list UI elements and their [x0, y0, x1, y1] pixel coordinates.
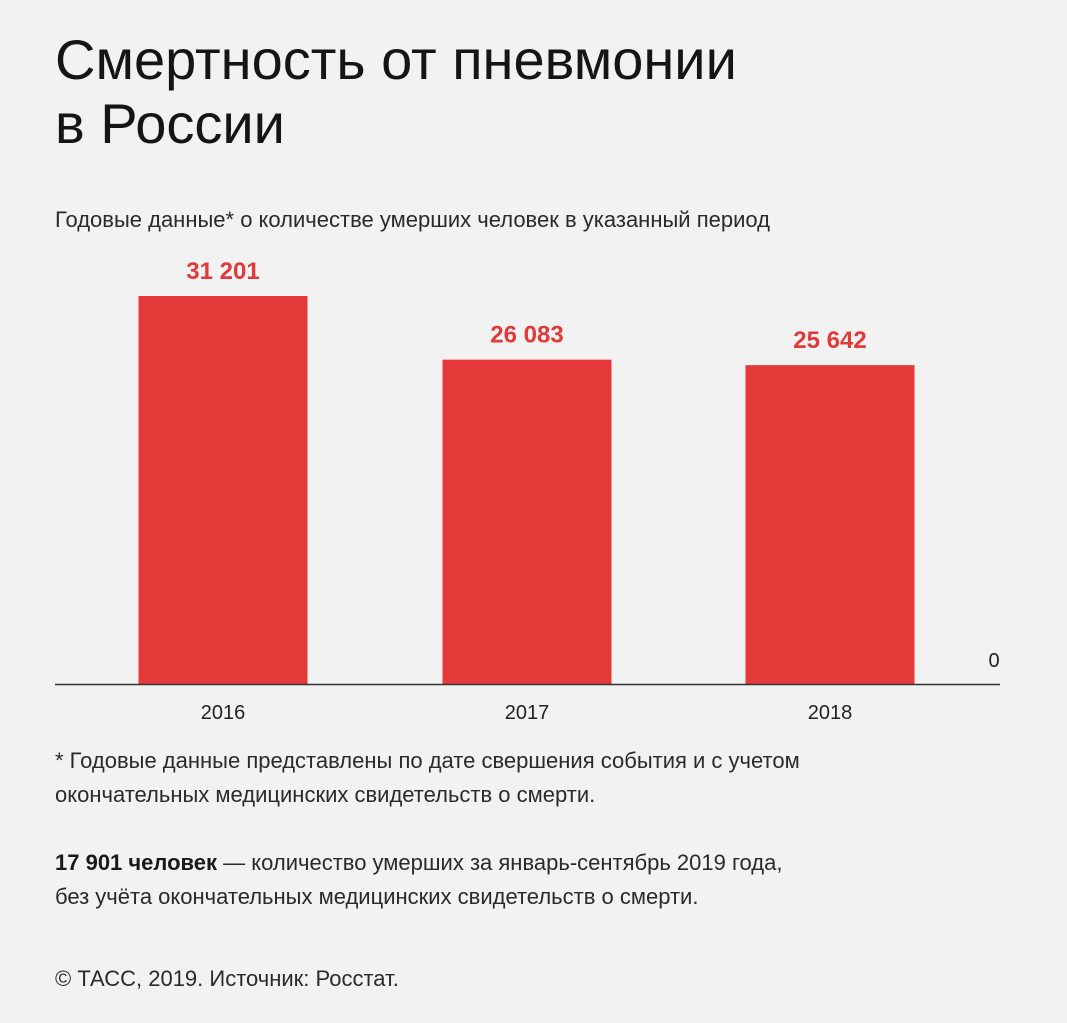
summary-note-line-1: 17 901 человек — количество умерших за я… — [55, 846, 1015, 880]
title-line-1: Смертность от пневмонии — [55, 28, 737, 91]
value-label-2017: 26 083 — [490, 322, 563, 349]
bar-2017 — [442, 359, 612, 684]
footnote-line-1: * Годовые данные представлены по дате св… — [55, 748, 800, 773]
summary-note-line-2: без учёта окончательных медицинских свид… — [55, 884, 699, 909]
summary-note-highlight: 17 901 человек — [55, 850, 218, 875]
page-title: Смертность от пневмонии в России — [55, 28, 1005, 156]
y-baseline-label: 0 — [988, 650, 999, 672]
footnote: * Годовые данные представлены по дате св… — [55, 744, 1015, 812]
bar-2018 — [745, 365, 915, 684]
summary-note-text: — количество умерших за январь-сентябрь … — [217, 850, 783, 875]
x-tick-label-2018: 2018 — [808, 702, 853, 724]
x-tick-label-2017: 2017 — [505, 702, 550, 724]
value-label-2018: 25 642 — [793, 327, 866, 354]
source-credit: © ТАСС, 2019. Источник: Росстат. — [55, 966, 399, 991]
summary-note: 17 901 человек — количество умерших за я… — [55, 846, 1015, 914]
x-tick-label-2016: 2016 — [201, 702, 246, 724]
chart-subtitle: Годовые данные* о количестве умерших чел… — [55, 207, 770, 232]
footnote-line-2: окончательных медицинских свидетельств о… — [55, 782, 596, 807]
bar-2016 — [138, 296, 308, 684]
value-label-2016: 31 201 — [186, 258, 259, 285]
title-line-2: в России — [55, 92, 285, 155]
